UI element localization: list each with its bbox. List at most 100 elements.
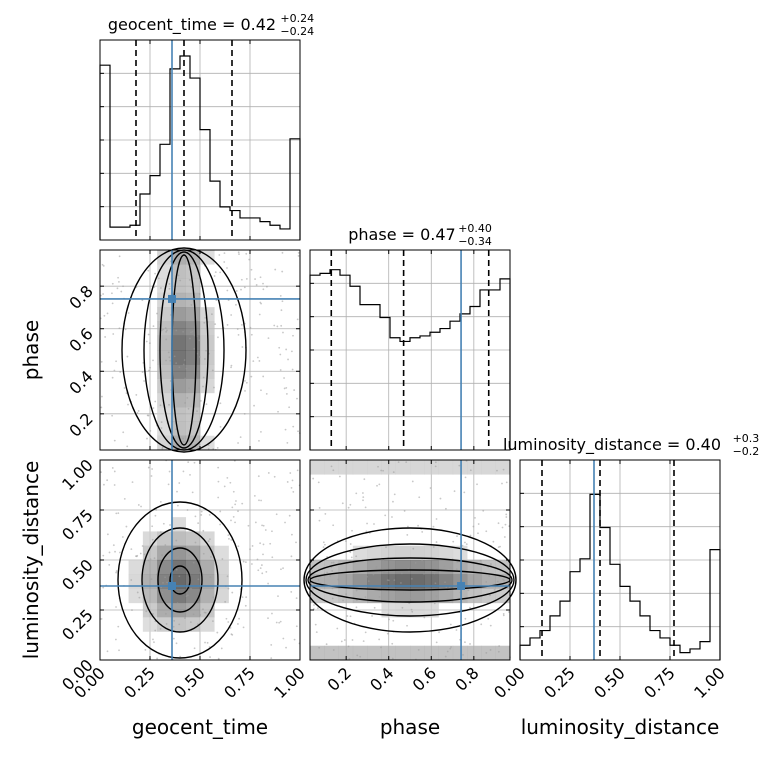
scatter-point [364,506,367,509]
scatter-point [297,251,300,254]
scatter-point [100,360,103,363]
scatter-point [237,623,239,625]
scatter-point [182,330,185,333]
density-cell [200,560,215,575]
scatter-point [227,621,230,623]
scatter-point [273,475,276,478]
density-cell [142,588,158,604]
density-cell [381,645,397,661]
scatter-point [262,543,265,546]
density-cell [324,588,339,604]
contours-phase-vs-luminosity_distance [303,527,517,633]
scatter-point [116,287,119,290]
x-tick-label-geocent_time: 0.25 [120,663,159,702]
scatter-point [113,484,116,486]
scatter-point [226,289,229,292]
scatter-point [349,543,352,545]
scatter-point [392,471,395,473]
scatter-point [338,475,341,478]
scatter-point [154,272,156,275]
density-cell [495,645,511,661]
scatter-point [141,545,144,547]
density-cell [157,392,172,408]
density-cell [495,560,511,575]
scatter-point [443,565,446,568]
scatter-point [253,494,256,497]
scatter-point [292,334,294,337]
scatter-point [155,573,158,576]
scatter-point [355,589,358,592]
density-cell [452,588,468,604]
density-cell [171,378,187,394]
scatter-point [227,534,230,537]
scatter-point [467,589,470,592]
scatter-point [190,286,193,288]
scatter-point [317,481,320,484]
density-cell [185,531,201,547]
scatter-point [260,499,262,502]
scatter-point [176,504,179,507]
scatter-point [318,646,321,649]
scatter-point [262,524,265,527]
scatter-point [377,465,379,468]
scatter-point [177,556,180,558]
density-cell [185,617,201,632]
density-cell [185,307,201,322]
density-cell [481,645,497,661]
scatter-point [318,506,321,509]
density-cell [171,602,187,618]
scatter-point [245,381,248,384]
scatter-point [261,572,264,575]
density-cell [157,407,172,422]
scatter-point [261,524,263,527]
scatter-point [217,336,219,339]
scatter-point [231,633,234,636]
scatter-point [187,461,190,464]
scatter-point [199,399,202,402]
scatter-point [182,437,184,440]
density-cell [467,588,482,604]
scatter-point [219,271,222,274]
scatter-point [362,499,364,502]
scatter-point [355,492,358,495]
scatter-point [153,641,155,644]
scatter-point [214,271,217,274]
scatter-point [330,465,333,468]
scatter-point [119,551,121,554]
density-cell [171,350,187,365]
scatter-point [223,252,226,255]
density-cell [171,531,187,547]
density-cell [171,392,187,408]
scatter-point [114,550,116,553]
scatter-point [449,623,452,626]
scatter-point [208,514,211,516]
scatter-point [291,533,293,536]
scatter-point [144,648,147,651]
scatter-point [315,631,318,634]
scatter-point [347,506,350,509]
scatter-point [165,338,168,341]
density-cell [185,435,201,451]
scatter-point [408,602,411,605]
scatter-point [153,557,156,560]
scatter-point [474,516,476,519]
scatter-point [111,282,114,285]
density-cell [352,645,368,661]
scatter-point [267,337,270,340]
scatter-point [330,566,333,569]
density-cell [200,378,215,394]
scatter-point [151,538,154,541]
density-cell [128,588,144,604]
scatter-point [140,505,142,508]
scatter-point [223,261,226,263]
scatter-point [139,552,142,555]
scatter-point [102,293,104,295]
scatter-point [176,602,179,605]
scatter-point [250,268,253,271]
scatter-point [230,366,232,369]
scatter-point [331,569,334,572]
scatter-point [235,500,237,502]
scatter-point [345,593,347,595]
scatter-point [435,595,438,598]
title-minus-luminosity_distance: −0.29 [733,445,760,458]
